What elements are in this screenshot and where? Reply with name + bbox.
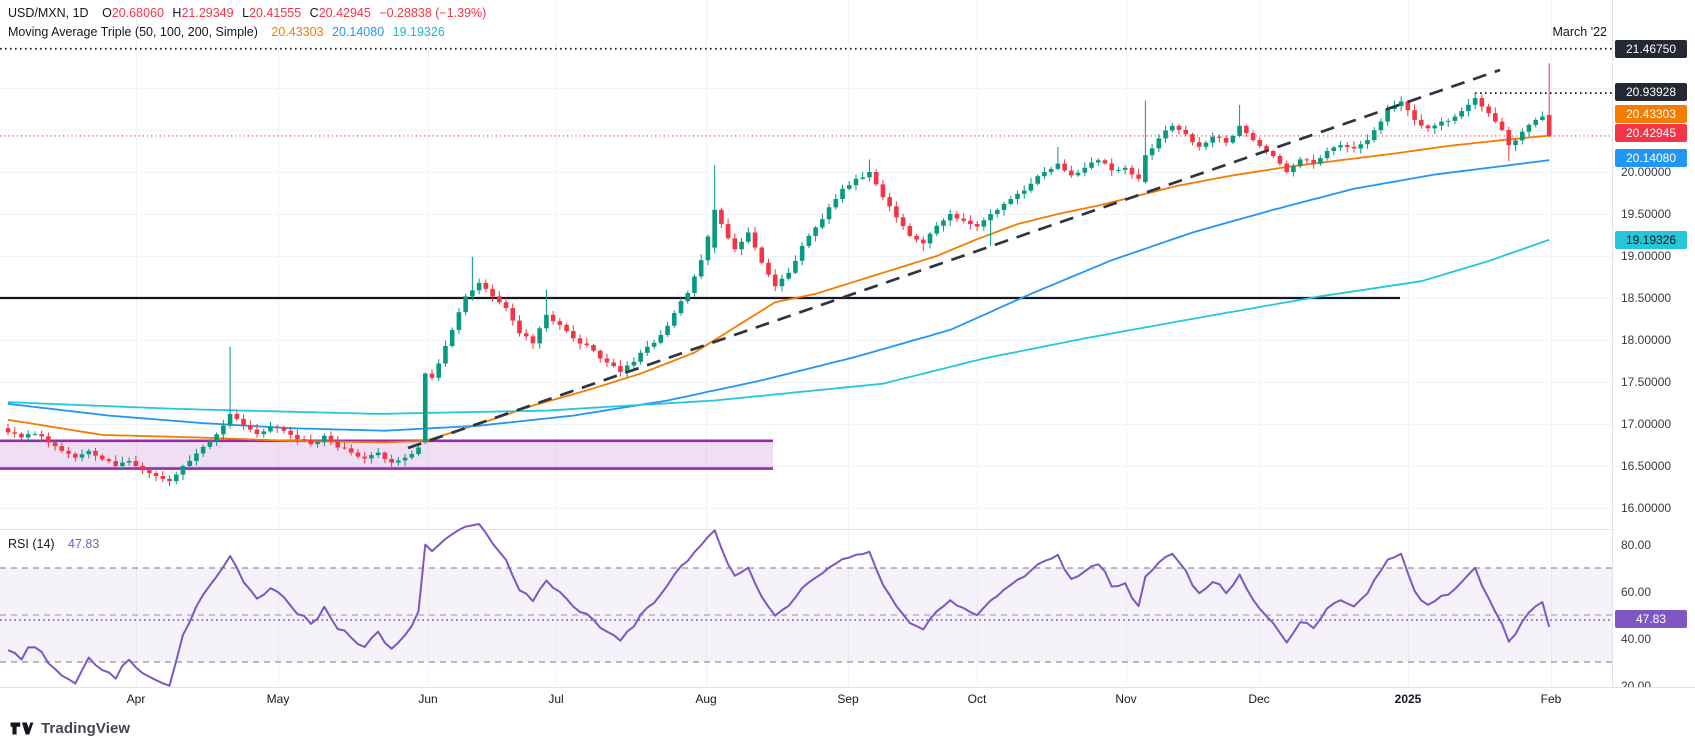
footer: TradingView <box>0 712 1695 752</box>
time-axis-label: Jun <box>418 692 438 706</box>
time-axis-label: Apr <box>126 692 146 706</box>
jan-high-badge: 20.93928 <box>1615 83 1687 101</box>
price-axis-tick: 19.00000 <box>1621 249 1672 263</box>
tradingview-brand-text: TradingView <box>41 720 131 737</box>
tradingview-logo-icon <box>10 722 34 735</box>
rsi-axis-tick: 60.00 <box>1621 584 1652 599</box>
time-axis-label: Nov <box>1115 692 1137 706</box>
time-axis-label: Oct <box>967 692 987 706</box>
time-axis-label: Feb <box>1540 692 1562 706</box>
time-axis-label: Jul <box>548 692 564 706</box>
ascending-trendline[interactable] <box>407 68 1501 450</box>
price-axis-tick: 16.50000 <box>1621 459 1672 473</box>
tradingview-logo[interactable]: TradingView <box>10 720 130 737</box>
time-axis-label: Dec <box>1248 692 1270 706</box>
rsi-line <box>7 523 1551 687</box>
rsi-axis-tick: 40.00 <box>1621 631 1652 646</box>
sma-200-line[interactable] <box>7 238 1550 415</box>
price-axis-tick: 19.50000 <box>1621 207 1672 221</box>
candles-series[interactable] <box>5 63 1552 487</box>
price-axis-tick: 16.00000 <box>1621 501 1672 515</box>
time-axis[interactable]: Apr May Jun Jul Aug Sep Oct Nov Dec 2025 Feb <box>0 687 1695 713</box>
last-price-badge: 20.42945 <box>1615 124 1687 142</box>
sma-50-line[interactable] <box>7 134 1550 444</box>
price-axis-tick: 17.50000 <box>1621 375 1672 389</box>
sma-100-line[interactable] <box>7 159 1550 432</box>
time-axis-label: 2025 <box>1394 692 1422 706</box>
time-axis-label: Sep <box>837 692 859 706</box>
price-axis-tick: 18.00000 <box>1621 333 1672 347</box>
price-axis-tick: 17.00000 <box>1621 417 1672 431</box>
sma50-value-badge: 20.43303 <box>1615 105 1687 123</box>
time-axis-label: Aug <box>695 692 717 706</box>
sma200-value-badge: 19.19326 <box>1615 231 1687 249</box>
price-axis-tick: 18.50000 <box>1621 291 1672 305</box>
rsi-value-badge: 47.83 <box>1615 610 1687 628</box>
rsi-axis-tick: 80.00 <box>1621 537 1652 552</box>
chart-canvas[interactable] <box>0 0 1612 687</box>
price-axis-tick: 20.00000 <box>1621 165 1672 179</box>
rsi-pane[interactable] <box>0 523 1612 687</box>
price-axis[interactable]: 20.00000 19.50000 19.00000 18.50000 18.00000… <box>1612 0 1695 693</box>
march22-high-badge: 21.46750 <box>1615 40 1687 58</box>
time-axis-label: May <box>266 692 290 706</box>
sma100-value-badge: 20.14080 <box>1615 149 1687 167</box>
